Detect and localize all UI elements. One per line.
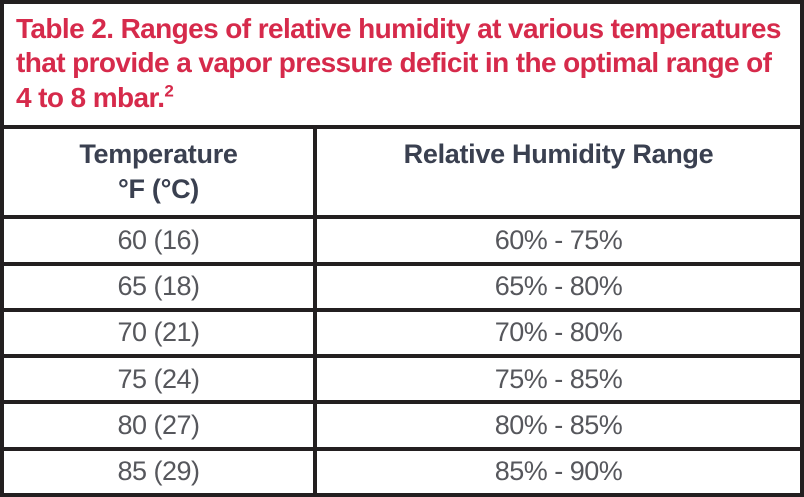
col-header-temperature-line1: Temperature bbox=[79, 138, 238, 169]
title-row: Table 2. Ranges of relative humidity at … bbox=[0, 0, 804, 129]
table-row: 70 (21) 70% - 80% bbox=[0, 307, 804, 359]
header-row: Temperature °F (°C) Relative Humidity Ra… bbox=[0, 124, 804, 220]
table-row: 75 (24) 75% - 85% bbox=[0, 354, 804, 405]
table-row: 65 (18) 65% - 80% bbox=[0, 261, 804, 312]
col-header-temperature: Temperature °F (°C) bbox=[0, 124, 317, 220]
table-row: 85 (29) 85% - 90% bbox=[0, 446, 804, 497]
table-row: 60 (16) 60% - 75% bbox=[0, 215, 804, 266]
table-title-footnote-marker: 2 bbox=[164, 81, 174, 101]
temperature-cell: 70 (21) bbox=[0, 307, 317, 359]
humidity-cell: 80% - 85% bbox=[313, 400, 804, 451]
temperature-cell: 80 (27) bbox=[0, 400, 317, 451]
col-header-temperature-line2: °F (°C) bbox=[118, 174, 199, 205]
humidity-cell: 85% - 90% bbox=[313, 446, 804, 497]
humidity-cell: 75% - 85% bbox=[313, 354, 804, 405]
humidity-cell: 70% - 80% bbox=[313, 307, 804, 359]
table-title-text: Table 2. Ranges of relative humidity at … bbox=[16, 12, 781, 113]
temperature-cell: 85 (29) bbox=[0, 446, 317, 497]
table-title: Table 2. Ranges of relative humidity at … bbox=[16, 12, 786, 115]
table-title-cell: Table 2. Ranges of relative humidity at … bbox=[0, 0, 804, 129]
temperature-cell: 60 (16) bbox=[0, 215, 317, 266]
col-header-humidity-label: Relative Humidity Range bbox=[403, 138, 714, 169]
temperature-cell: 65 (18) bbox=[0, 261, 317, 312]
table-row: 80 (27) 80% - 85% bbox=[0, 400, 804, 451]
humidity-cell: 60% - 75% bbox=[313, 215, 804, 266]
humidity-cell: 65% - 80% bbox=[313, 261, 804, 312]
col-header-humidity: Relative Humidity Range bbox=[313, 124, 804, 220]
temperature-cell: 75 (24) bbox=[0, 354, 317, 405]
